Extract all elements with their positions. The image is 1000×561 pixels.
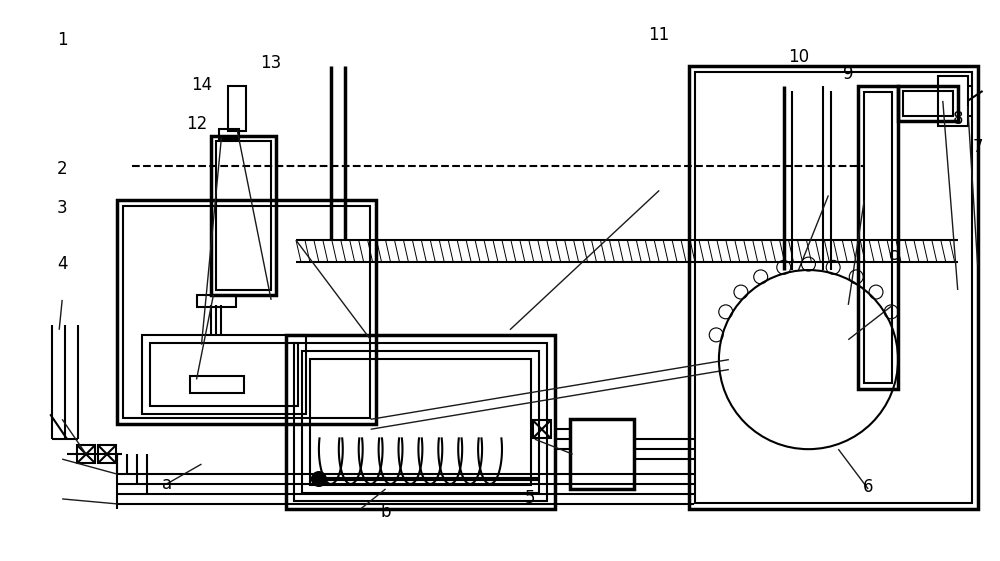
Text: 9: 9 (843, 65, 854, 83)
Text: 12: 12 (186, 115, 207, 133)
Bar (197, 295, 236, 307)
Bar (938, 76, 968, 126)
Text: c: c (888, 246, 898, 264)
Bar (533, 420, 551, 438)
Text: 11: 11 (649, 26, 670, 44)
Bar (216, 141, 271, 290)
Bar (898, 86, 958, 121)
Bar (286, 335, 555, 509)
Text: 13: 13 (261, 54, 282, 72)
Bar (150, 343, 298, 406)
Bar (294, 343, 547, 501)
Text: 1: 1 (57, 31, 67, 49)
Bar (570, 419, 634, 489)
Text: 5: 5 (525, 489, 535, 507)
Bar (689, 66, 978, 509)
Text: 7: 7 (972, 137, 983, 155)
Bar (123, 206, 370, 419)
Bar (142, 335, 306, 415)
Text: 8: 8 (952, 109, 963, 127)
Bar (695, 72, 972, 503)
Bar (903, 91, 953, 116)
Bar (117, 200, 376, 424)
Bar (864, 92, 892, 384)
Bar (219, 129, 239, 139)
Text: 2: 2 (57, 160, 67, 178)
Text: b: b (380, 503, 391, 521)
Bar (211, 136, 276, 295)
Bar (98, 445, 116, 463)
Bar (190, 375, 244, 393)
Text: 14: 14 (191, 76, 212, 94)
Text: 4: 4 (57, 255, 67, 273)
Bar (310, 358, 531, 485)
Bar (77, 445, 95, 463)
Text: 6: 6 (863, 478, 873, 496)
Bar (228, 86, 246, 131)
Text: 3: 3 (57, 199, 67, 217)
Circle shape (312, 472, 326, 486)
Bar (858, 86, 898, 389)
Text: 10: 10 (788, 48, 809, 66)
Bar (302, 351, 539, 493)
Text: a: a (162, 475, 172, 493)
